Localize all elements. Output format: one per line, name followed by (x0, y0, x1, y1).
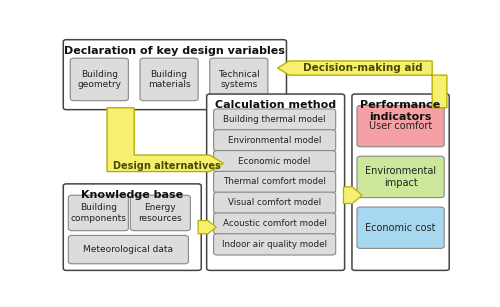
FancyBboxPatch shape (64, 184, 201, 270)
FancyBboxPatch shape (214, 171, 336, 192)
Text: Building
materials: Building materials (148, 70, 190, 89)
Text: Building thermal model: Building thermal model (224, 115, 326, 124)
FancyBboxPatch shape (214, 130, 336, 151)
FancyBboxPatch shape (130, 195, 190, 231)
Text: Acoustic comfort model: Acoustic comfort model (222, 219, 326, 228)
Text: Technical
systems: Technical systems (218, 70, 260, 89)
Text: Knowledge base: Knowledge base (81, 190, 184, 200)
FancyBboxPatch shape (214, 234, 336, 255)
Text: Energy
resources: Energy resources (138, 203, 182, 223)
Text: Environmental model: Environmental model (228, 136, 322, 145)
Text: Decision-making aid: Decision-making aid (303, 63, 422, 73)
Text: Meteorological data: Meteorological data (84, 245, 174, 254)
Polygon shape (344, 187, 362, 204)
Polygon shape (107, 108, 224, 172)
FancyBboxPatch shape (214, 109, 336, 130)
FancyBboxPatch shape (64, 40, 286, 110)
Text: Visual comfort model: Visual comfort model (228, 198, 321, 207)
Text: Performance
indicators: Performance indicators (360, 100, 440, 122)
FancyBboxPatch shape (70, 58, 128, 101)
Text: Declaration of key design variables: Declaration of key design variables (64, 46, 286, 56)
Text: Indoor air quality model: Indoor air quality model (222, 240, 327, 249)
FancyBboxPatch shape (357, 105, 444, 147)
Polygon shape (198, 220, 216, 234)
Text: Economic model: Economic model (238, 157, 311, 166)
FancyBboxPatch shape (214, 150, 336, 172)
FancyBboxPatch shape (210, 58, 268, 101)
FancyBboxPatch shape (214, 192, 336, 213)
Text: Calculation method: Calculation method (215, 100, 336, 110)
FancyBboxPatch shape (206, 94, 344, 270)
Text: User comfort: User comfort (369, 121, 432, 131)
FancyBboxPatch shape (357, 207, 444, 248)
FancyBboxPatch shape (214, 213, 336, 234)
Text: Building
geometry: Building geometry (78, 70, 122, 89)
Text: Design alternatives: Design alternatives (113, 161, 221, 171)
FancyBboxPatch shape (140, 58, 198, 101)
FancyBboxPatch shape (68, 235, 188, 264)
Text: Environmental
impact: Environmental impact (365, 166, 436, 188)
Text: Economic cost: Economic cost (366, 223, 436, 233)
Text: Building
components: Building components (70, 203, 126, 223)
FancyBboxPatch shape (357, 156, 444, 198)
Polygon shape (278, 61, 447, 108)
Text: Thermal comfort model: Thermal comfort model (223, 177, 326, 186)
FancyBboxPatch shape (352, 94, 449, 270)
FancyBboxPatch shape (68, 195, 128, 231)
